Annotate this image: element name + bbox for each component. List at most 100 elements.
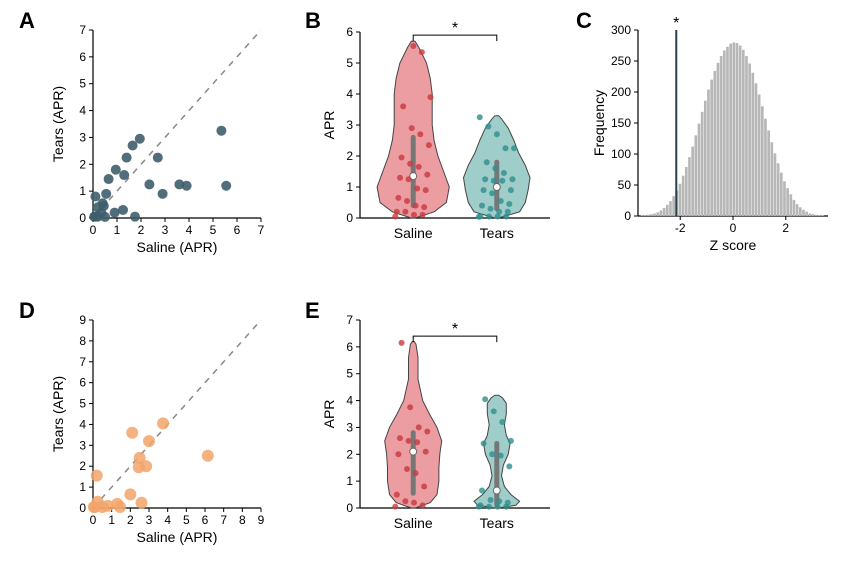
hist-bin [688,157,691,216]
scatter-point [143,435,155,447]
violin-point [505,209,511,215]
ytick-label: 2 [346,447,353,461]
hist-bin [780,173,783,216]
scatter-point [202,450,214,462]
violin-point [394,209,400,215]
violin-point [406,176,412,182]
scatter-point [114,501,126,513]
violin-point [481,187,487,193]
panel-B-svg: 0123456SalineTearsAPR* [318,20,558,258]
hist-bin [704,101,707,216]
scatter-point [136,497,148,509]
significance-star: * [452,20,458,37]
xtick-label: 0 [730,221,737,235]
hist-bin [761,106,764,216]
violin-point [411,212,417,218]
hist-bin [812,214,815,216]
ytick-label: 2 [79,459,86,473]
violin-point [511,145,517,151]
violin-point [420,212,426,218]
violin-point [423,449,429,455]
panel-E-svg: 01234567SalineTearsAPR* [318,310,558,548]
xtick-label: 0 [90,513,97,527]
hist-bin [786,188,789,216]
ytick-label: 250 [611,54,631,68]
hist-bin [793,200,796,216]
xtick-label: 1 [114,223,121,237]
ytick-label: 4 [346,87,353,101]
violin-point [424,428,430,434]
violin-point [421,204,427,210]
hist-bin [815,215,818,216]
ytick-label: 8 [79,334,86,348]
scatter-point [140,460,152,472]
hist-bin [685,167,688,216]
violin-point [423,187,429,193]
ytick-label: 2 [346,149,353,163]
y-axis-label: APR [321,400,337,429]
violin-point [486,213,492,219]
scatter-point [99,201,109,211]
violin-point [424,172,430,178]
ytick-label: 0 [346,501,353,515]
violin-point [392,504,398,510]
violin-point [477,502,483,508]
xtick-label: 0 [90,223,97,237]
violin-point [488,497,494,503]
hist-bin [767,130,770,216]
violin-point [400,103,406,109]
hist-bin [653,214,656,216]
panel-A-svg: 0011223344556677Saline (APR)Tears (APR) [45,20,273,258]
violin-point [421,484,427,490]
xtick-label: 1 [108,513,115,527]
ytick-label: 1 [346,180,353,194]
violin-point [477,114,483,120]
violin-point [417,131,423,137]
violin-point [410,43,416,49]
violin-point [505,500,511,506]
violin-point [411,500,417,506]
hist-bin [679,184,682,216]
y-axis-label: Tears (APR) [50,376,66,452]
violin-point [508,187,514,193]
violin-point [482,396,488,402]
violin-point [413,203,419,209]
violin-point [477,213,483,219]
violin-point [496,209,502,215]
median-dot [493,184,500,191]
hist-bin [641,215,644,216]
y-axis-label: Frequency [591,90,607,156]
scatter-point [126,427,138,439]
hist-bin [774,153,777,216]
ytick-label: 100 [611,147,631,161]
violin-point [489,451,495,457]
ytick-label: 6 [346,340,353,354]
xtick-label: 6 [234,223,241,237]
hist-bin [770,142,773,216]
ytick-label: 1 [79,184,86,198]
panel-C-svg: -202050100150200250300*Z scoreFrequency [588,20,834,256]
violin-point [426,142,432,148]
scatter-point [216,126,226,136]
scatter-point [101,189,111,199]
violin-point [481,441,487,447]
significance-star: * [452,321,458,338]
ytick-label: 5 [346,56,353,70]
violin-point [409,125,415,131]
xtick-label: 3 [162,223,169,237]
hist-bin [751,73,754,216]
violin-point [394,492,400,498]
ytick-label: 3 [79,130,86,144]
xtick-label: 6 [202,513,209,527]
violin-point [496,498,502,504]
hist-bin [691,147,694,216]
xtick-label: 7 [220,513,227,527]
violin-point [508,438,514,444]
x-axis-label: Saline (APR) [137,239,218,255]
category-label: Saline [394,515,433,531]
violin-point [489,190,495,196]
violin-point [414,439,420,445]
xtick-label: 5 [210,223,217,237]
hist-bin [745,56,748,216]
hist-bin [729,44,732,216]
